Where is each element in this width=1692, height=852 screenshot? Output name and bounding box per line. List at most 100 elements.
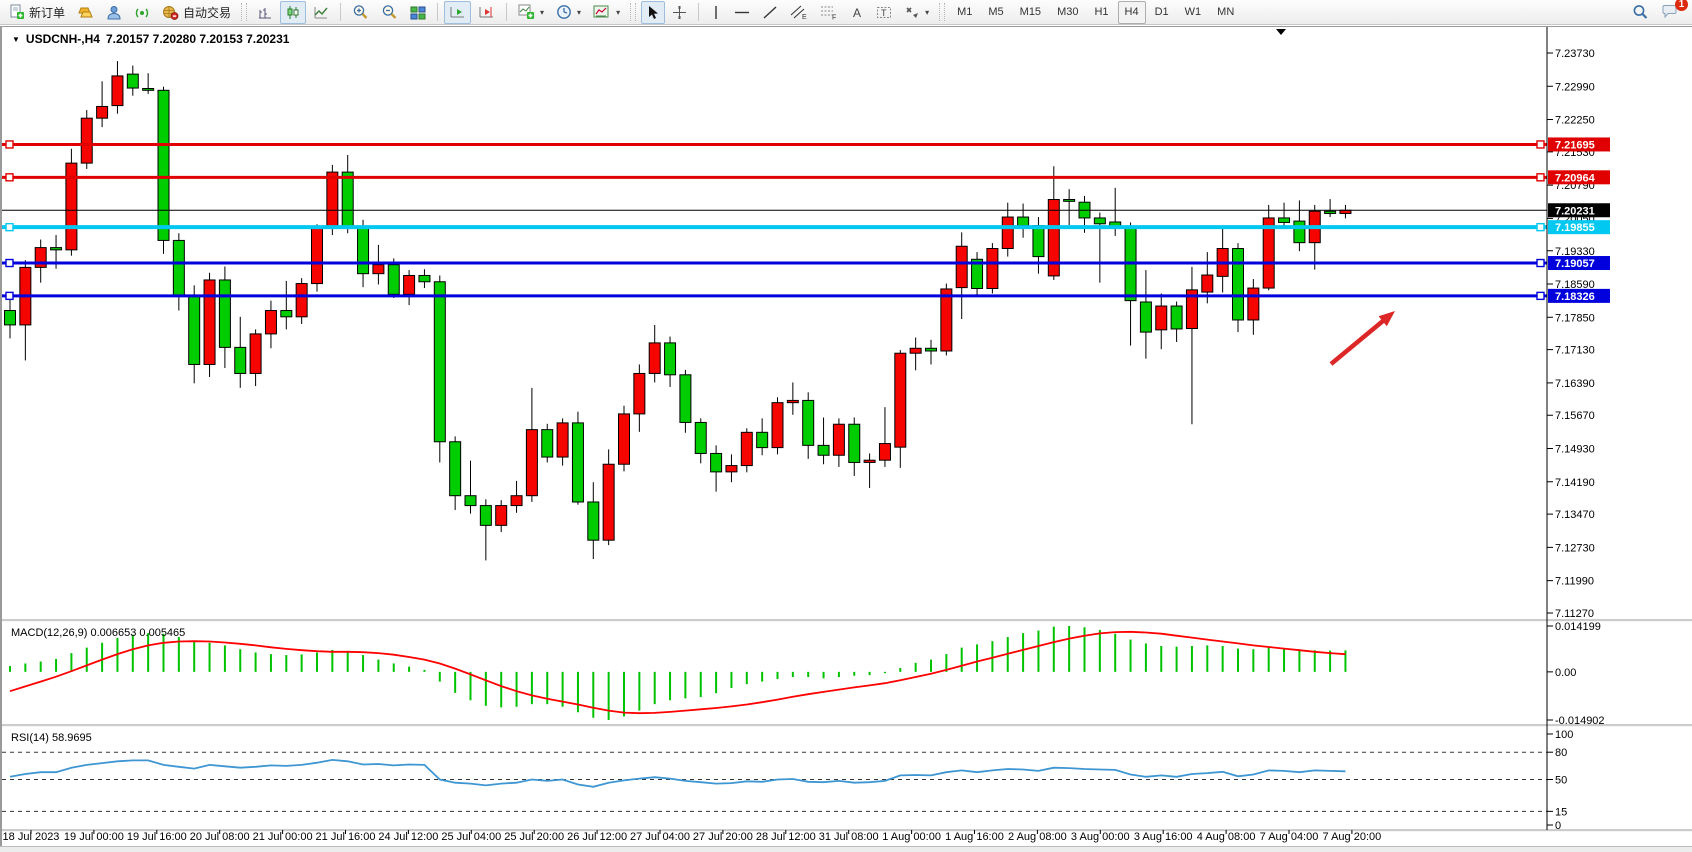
candle-body-down — [418, 274, 431, 283]
auto-trading-button[interactable]: 自动交易 — [157, 1, 236, 24]
indicators-button[interactable]: ▾ — [513, 1, 549, 24]
tile-windows-button[interactable] — [405, 1, 431, 24]
price-tick-label: 7.14930 — [1555, 444, 1595, 456]
periods-button[interactable]: ▾ — [551, 1, 586, 24]
line-anchor-handle — [1536, 258, 1545, 268]
time-tick-label: 19 Jul 16:00 — [127, 831, 187, 843]
timeframe-button-d1[interactable]: D1 — [1154, 5, 1169, 18]
timeframe-button-mn[interactable]: MN — [1217, 5, 1235, 18]
rsi-panel: 100 80 50 15 0 — [2, 729, 1573, 832]
horizontal-lines: 7.21695 7.20964 7.19855 7.19057 7.18326 — [2, 137, 1610, 303]
line-chart-mode-button[interactable] — [308, 1, 334, 24]
candle-body-down — [1232, 248, 1244, 321]
new-order-button[interactable]: 新订单 — [4, 1, 70, 24]
line-anchor-handle — [5, 222, 14, 232]
candle-body-up — [740, 431, 753, 467]
mql5-community-button[interactable] — [101, 1, 127, 24]
candle-body-up — [556, 422, 569, 458]
chevron-down-icon: ▾ — [577, 7, 582, 17]
fibonacci-tool-button[interactable]: F — [815, 1, 843, 24]
cursor-tool-button[interactable] — [641, 0, 666, 24]
chart-canvas[interactable]: 7.237307.229907.222507.215307.207907.200… — [2, 27, 1692, 847]
macd-signal-line — [9, 630, 1346, 715]
candle-body-down — [142, 88, 155, 91]
candle-body-up — [1247, 287, 1260, 321]
price-tick-label: 7.16390 — [1555, 378, 1595, 390]
candle-body-down — [172, 239, 185, 297]
crosshair-tool-button[interactable] — [667, 1, 692, 24]
candle-body-down — [157, 89, 170, 241]
timeframe-button-m1[interactable]: M1 — [957, 5, 973, 18]
price-tick-label: 7.18590 — [1555, 279, 1595, 291]
chart-shift-marker[interactable] — [1276, 29, 1286, 35]
timeframe-toolbar: M1 M5 M15 M30 H1 H4 D1 W1 MN — [950, 0, 1241, 24]
candle-body-up — [909, 347, 922, 354]
time-tick-label: 1 Aug 16:00 — [945, 831, 1004, 843]
bid-price-badge-label: 7.20231 — [1555, 205, 1595, 217]
macd-tick-label: 0.00 — [1555, 667, 1576, 679]
timeframe-button-w1[interactable]: W1 — [1184, 5, 1202, 18]
svg-text:A: A — [853, 6, 861, 20]
market-watch-button[interactable] — [72, 1, 99, 24]
timeframe-button-m30[interactable]: M30 — [1057, 5, 1079, 18]
candle-body-up — [203, 279, 216, 365]
svg-text:F: F — [832, 15, 836, 21]
clock-icon — [557, 5, 571, 19]
timeframe-button-m5[interactable]: M5 — [988, 5, 1004, 18]
zoom-out-button[interactable] — [376, 1, 403, 24]
candle-body-up — [602, 463, 615, 541]
zoom-in-button[interactable] — [347, 1, 374, 24]
candle-body-down — [571, 422, 584, 503]
candle-body-up — [495, 505, 508, 526]
timeframe-button-h4[interactable]: H4 — [1117, 0, 1146, 24]
arrows-tool-button[interactable]: ▾ — [899, 1, 934, 24]
chart-shift-button[interactable] — [473, 1, 500, 24]
notifications-button[interactable]: 1 — [1656, 0, 1688, 24]
time-tick-label: 24 Jul 12:00 — [378, 831, 438, 843]
text-tool-button[interactable]: A — [845, 1, 869, 24]
candle-body-up — [618, 413, 630, 465]
bar-chart-icon — [259, 7, 272, 18]
signals-button[interactable] — [129, 1, 155, 24]
timeframe-button-m15[interactable]: M15 — [1019, 5, 1042, 18]
time-axis: 18 Jul 2023 19 Jul 00:00 19 Jul 16:00 20 Ju… — [3, 830, 1381, 843]
candle-body-down — [387, 264, 400, 295]
trendline-tool-button[interactable] — [757, 1, 783, 24]
time-tick-label: 26 Jul 12:00 — [567, 831, 627, 843]
templates-button[interactable]: ▾ — [588, 1, 625, 24]
crosshair-icon — [673, 5, 687, 19]
line-anchor-handle — [1536, 291, 1545, 301]
timeframe-button-h1[interactable]: H1 — [1094, 5, 1109, 18]
chart-title-row: ▼ USDCNH-,H4 7.20157 7.20280 7.20153 7.2… — [12, 32, 289, 46]
line-anchor-handle — [5, 140, 14, 149]
chart-shift-icon — [479, 6, 494, 17]
search-button[interactable] — [1627, 1, 1654, 24]
price-badge-label: 7.18326 — [1555, 291, 1595, 303]
candle-body-down — [541, 429, 554, 458]
candlestick-mode-button[interactable] — [280, 0, 307, 24]
rsi-tick-label: 100 — [1555, 729, 1573, 741]
auto-scroll-button[interactable] — [444, 0, 472, 24]
one-click-trading-collapse-icon[interactable]: ▼ — [12, 34, 20, 44]
macd-tick-label: -0.014902 — [1555, 715, 1605, 727]
candle-body-up — [295, 283, 308, 318]
candle-body-up — [311, 227, 323, 285]
chat-bubble-icon — [1662, 5, 1677, 19]
toolbar-separator — [340, 3, 342, 21]
channel-icon: E — [790, 5, 807, 20]
equidistant-channel-tool-button[interactable]: E — [785, 1, 813, 24]
chevron-down-icon: ▾ — [616, 7, 621, 17]
horizontal-line-tool-button[interactable] — [729, 1, 755, 24]
shapes-arrows-icon — [906, 6, 919, 18]
price-tick-label: 7.11270 — [1555, 608, 1594, 620]
line-anchor-handle — [5, 291, 14, 301]
time-tick-label: 28 Jul 12:00 — [756, 831, 816, 843]
candle-body-down — [449, 441, 462, 497]
toolbar-separator — [698, 3, 700, 21]
add-indicator-icon — [518, 4, 535, 19]
text-label-tool-button[interactable]: T — [871, 1, 897, 24]
vertical-line-tool-button[interactable] — [705, 1, 727, 24]
arrow-annotation[interactable] — [1329, 316, 1388, 366]
vertical-line-icon — [715, 5, 717, 19]
bar-chart-mode-button[interactable] — [252, 1, 278, 24]
